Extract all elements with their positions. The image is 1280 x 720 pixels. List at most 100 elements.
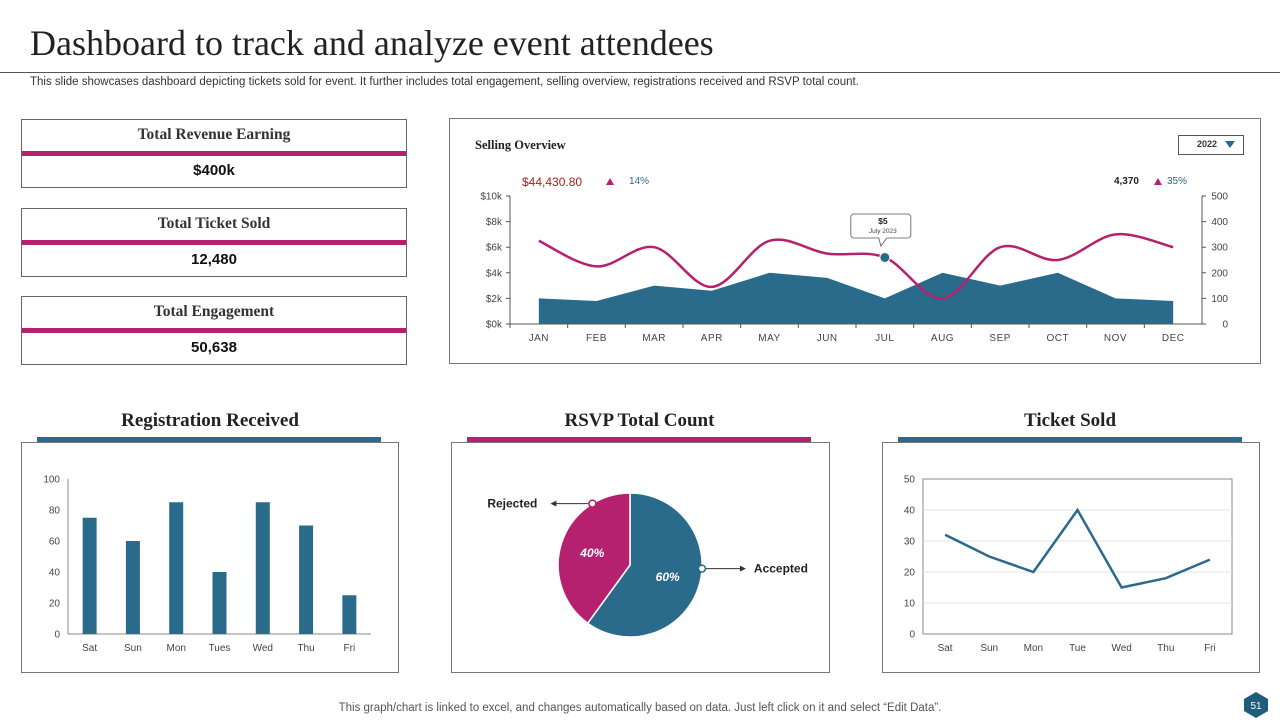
x-tick-label: MAY [758,333,780,344]
y-right-tick-label: 500 [1211,192,1228,203]
x-tick-label: Mon [166,643,185,654]
pie-legend-rejected: Rejected [487,497,537,511]
kpi-accent-bar [22,151,406,156]
pie-slice-rejected [557,492,631,625]
kpi-label: Total Engagement [153,303,275,320]
kpi-card-engagement: Total Engagement 50,638 [21,296,407,365]
x-tick-label: Mon [1024,643,1043,654]
registration-bar-chart: 0 20 40 60 80 100 Sat Sun Mon Tues Wed Thu Fri [43,475,371,654]
x-tick-label: JUN [817,333,838,344]
year-dropdown-value: 2022 [1197,139,1218,149]
y-left-tick-label: $8k [486,217,503,228]
tickets-stat: 4,370 [1114,176,1139,187]
revenue-stat: $44,430.80 [522,175,582,189]
x-tick-label: JAN [529,333,549,344]
tooltip-box [850,213,912,247]
y-tick-label: 0 [54,630,60,641]
y-tick-label: 20 [49,599,61,610]
y-left-tick-label: $4k [486,268,503,279]
x-tick-label: Wed [1111,643,1131,654]
kpi-value: 50,638 [191,339,237,356]
kpi-value: 12,480 [191,251,237,268]
kpi-accent-bar [22,328,406,333]
page-number-badge: 51 [1244,692,1268,718]
x-tick-label: OCT [1047,333,1070,344]
y-right-tick-label: 100 [1211,294,1228,305]
y-right-tick-label: 300 [1211,243,1228,254]
pie-value-label: 40% [579,546,604,560]
page-title: Dashboard to track and analyze event att… [30,23,714,63]
x-tick-label: DEC [1162,333,1185,344]
pie-legend-accepted: Accepted [754,562,808,576]
bar [125,541,140,634]
kpi-label: Total Revenue Earning [137,126,291,143]
bar [169,502,184,634]
x-tick-label: Sat [938,643,953,654]
pie-value-label: 60% [656,570,680,584]
kpi-card-revenue: Total Revenue Earning $400k [21,119,407,188]
footer-note: This graph/chart is linked to excel, and… [338,702,942,714]
rsvp-panel: 60% 40% Accepted Rejected [451,442,830,673]
up-arrow-icon [1154,178,1162,185]
revenue-area [538,272,1174,324]
tickets-change: 35% [1167,176,1187,187]
callout-dot [697,564,707,573]
y-tick-label: 100 [43,475,60,486]
bar [342,595,357,634]
section-accent-bar [37,437,381,442]
callout-dot [588,499,597,508]
selling-overview-panel: $0k $2k $4k $6k $8k $10k 0 100 200 300 400 500 JAN FE… [449,118,1261,364]
section-title-rsvp: RSVP Total Count [564,410,715,431]
y-tick-label: 0 [909,630,915,641]
bar [82,517,97,634]
x-tick-label: Tues [209,643,231,654]
x-tick-label: Sat [82,643,97,654]
rsvp-pie-chart: 60% 40% Accepted Rejected [487,492,808,638]
tooltip-value: $5 [878,216,888,226]
y-tick-label: 50 [904,475,916,486]
bar [212,572,227,634]
up-arrow-icon [606,178,614,185]
x-tick-label: AUG [931,333,954,344]
hexagon-icon [1244,692,1268,718]
section-accent-bar [467,437,811,442]
revenue-change: 14% [629,176,649,187]
caret-down-icon [1225,141,1235,148]
x-tick-label: SEP [989,333,1011,344]
ticket-line-chart: 0 10 20 30 40 50 Sat Sun Mon Tue Wed Thu Fri [904,475,1233,654]
registration-panel: 0 20 40 60 80 100 Sat Sun Mon Tues Wed Thu Fri [21,442,399,673]
arrow-right-icon [739,565,746,572]
highlight-marker [879,251,891,263]
y-left-tick-label: $10k [480,192,503,203]
x-tick-label: Fri [344,643,356,654]
x-tick-label: FEB [586,333,607,344]
y-tick-label: 40 [904,506,916,517]
y-tick-label: 20 [904,568,916,579]
page-number: 51 [1250,701,1262,712]
x-tick-label: MAR [642,333,666,344]
x-tick-label: Wed [253,643,273,654]
x-tick-label: Sun [124,643,142,654]
y-left-tick-label: $0k [486,320,503,331]
kpi-card-tickets: Total Ticket Sold 12,480 [21,208,407,277]
ticket-panel: 0 10 20 30 40 50 Sat Sun Mon Tue Wed Thu Fri [882,442,1260,673]
y-left-tick-label: $2k [486,294,503,305]
x-tick-label: APR [701,333,723,344]
kpi-label: Total Ticket Sold [157,215,271,232]
selling-overview-chart: $0k $2k $4k $6k $8k $10k 0 100 200 300 400 500 JAN FE… [480,175,1228,344]
tooltip-label: July 2023 [869,228,897,235]
bar [255,502,270,634]
x-tick-label: NOV [1104,333,1127,344]
y-tick-label: 40 [49,568,61,579]
kpi-accent-bar [22,240,406,245]
pie-slice-accepted [586,492,703,638]
plot-frame [922,478,1233,635]
section-title-registration: Registration Received [121,410,299,431]
year-dropdown[interactable]: 2022 [1178,135,1244,155]
y-right-tick-label: 400 [1211,217,1228,228]
x-tick-label: JUL [875,333,894,344]
kpi-value: $400k [193,162,235,179]
arrow-left-icon [550,500,557,507]
x-tick-label: Fri [1204,643,1216,654]
x-tick-label: Tue [1069,643,1086,654]
